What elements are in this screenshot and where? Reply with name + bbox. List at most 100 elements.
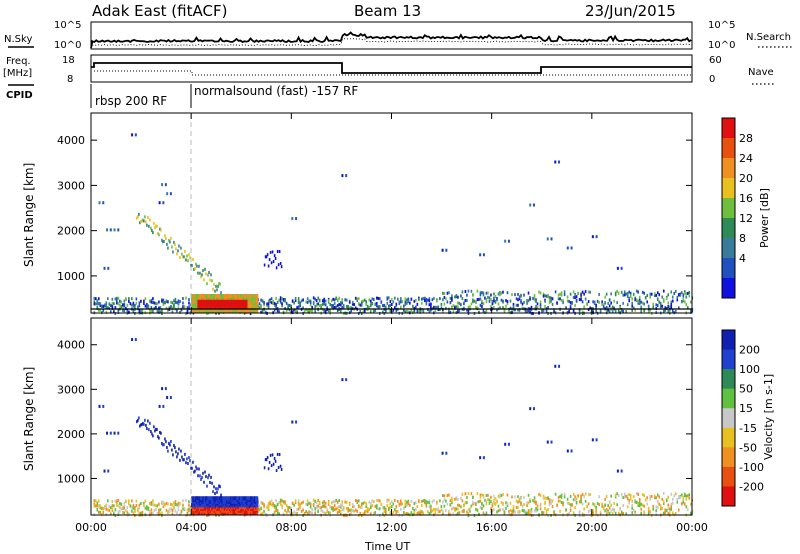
power-cell: [586, 302, 588, 306]
power-cell: [479, 253, 482, 257]
velocity-cell: [223, 496, 226, 501]
colorbar-segment: [722, 158, 735, 179]
velocity-cell: [362, 512, 365, 516]
velocity-cell: [659, 507, 662, 511]
power-cell: [496, 308, 498, 312]
colorbar-tick-label: 200: [739, 344, 760, 357]
velocity-cell: [685, 494, 688, 498]
velocity-cell: [454, 508, 456, 512]
velocity-cell: [366, 507, 369, 511]
power-cell: [141, 219, 143, 223]
power-cell: [206, 312, 208, 316]
velocity-cell: [107, 499, 109, 503]
velocity-cell: [584, 499, 587, 503]
velocity-cell: [158, 502, 160, 506]
velocity-cell: [335, 507, 338, 511]
velocity-cell: [375, 504, 378, 508]
power-cell: [372, 297, 375, 301]
velocity-cell: [584, 492, 587, 496]
velocity-cell: [248, 496, 251, 501]
power-cell: [620, 266, 623, 270]
velocity-cell: [371, 504, 374, 508]
velocity-cell: [454, 497, 456, 501]
power-cell: [686, 306, 689, 310]
power-cell: [616, 289, 618, 293]
velocity-cell: [497, 504, 500, 508]
power-cell: [279, 296, 282, 300]
colorbar-tick-label: -100: [739, 461, 764, 474]
velocity-cell: [162, 443, 164, 447]
velocity-cell: [614, 493, 617, 497]
velocity-cell: [676, 500, 679, 504]
velocity-cell: [544, 506, 546, 510]
velocity-cell: [132, 511, 135, 515]
power-cell: [449, 310, 452, 314]
velocity-cell: [278, 512, 280, 516]
velocity-cell: [587, 492, 590, 496]
power-cell: [569, 306, 572, 310]
power-cell: [419, 310, 422, 314]
freq-right-top-tick: 60: [709, 55, 722, 66]
power-cell: [169, 192, 172, 196]
velocity-cell: [359, 512, 362, 516]
velocity-cell: [342, 506, 345, 510]
power-cell: [366, 304, 369, 308]
power-cell: [336, 309, 339, 313]
velocity-cell: [689, 511, 692, 515]
velocity-cell: [93, 504, 96, 508]
velocity-cell: [458, 504, 461, 508]
velocity-cell: [203, 496, 206, 501]
power-cell: [179, 255, 181, 259]
velocity-cell: [558, 364, 561, 368]
power-cell: [149, 218, 151, 222]
velocity-cell: [539, 507, 542, 511]
velocity-cell: [428, 499, 431, 503]
velocity-cell: [105, 504, 108, 508]
colorbar-tick-label: 20: [739, 172, 753, 185]
velocity-cell: [562, 503, 564, 507]
power-cell: [626, 295, 629, 299]
velocity-cell: [487, 493, 489, 497]
velocity-cell: [479, 493, 482, 497]
power-cell: [572, 290, 575, 294]
velocity-cell: [119, 505, 121, 509]
power-cell: [685, 295, 688, 299]
velocity-cell: [297, 501, 300, 505]
power-cell: [685, 292, 688, 296]
power-panel-frame: [90, 112, 693, 314]
velocity-cell: [107, 508, 109, 512]
velocity-cell: [182, 503, 184, 507]
power-cell: [291, 299, 294, 303]
power-cell: [658, 293, 661, 297]
velocity-cell: [144, 499, 147, 503]
power-cell: [111, 301, 114, 305]
velocity-cell: [191, 496, 194, 501]
power-cell: [581, 290, 584, 294]
power-cell: [665, 296, 668, 300]
power-cell: [309, 308, 312, 312]
velocity-cell: [231, 496, 234, 501]
power-cell: [177, 299, 180, 303]
velocity-cell: [348, 502, 351, 506]
velocity-cell: [655, 505, 658, 509]
velocity-cell: [400, 499, 402, 503]
power-cell: [530, 308, 533, 312]
velocity-cell: [688, 493, 691, 497]
power-cell: [204, 293, 207, 298]
velocity-cell: [662, 511, 665, 515]
power-cell: [428, 299, 431, 303]
power-cell: [496, 298, 498, 302]
velocity-cell: [683, 494, 686, 498]
velocity-cell: [688, 496, 691, 500]
power-cell: [128, 310, 130, 314]
power-cell: [308, 308, 310, 312]
power-cell: [499, 306, 501, 310]
power-cell: [122, 303, 124, 307]
power-cell: [281, 304, 283, 308]
velocity-cell: [485, 511, 488, 515]
velocity-cell: [243, 496, 246, 501]
power-cell: [279, 261, 282, 265]
power-cell: [526, 301, 528, 305]
velocity-cell: [169, 443, 171, 447]
power-cell: [610, 292, 612, 296]
